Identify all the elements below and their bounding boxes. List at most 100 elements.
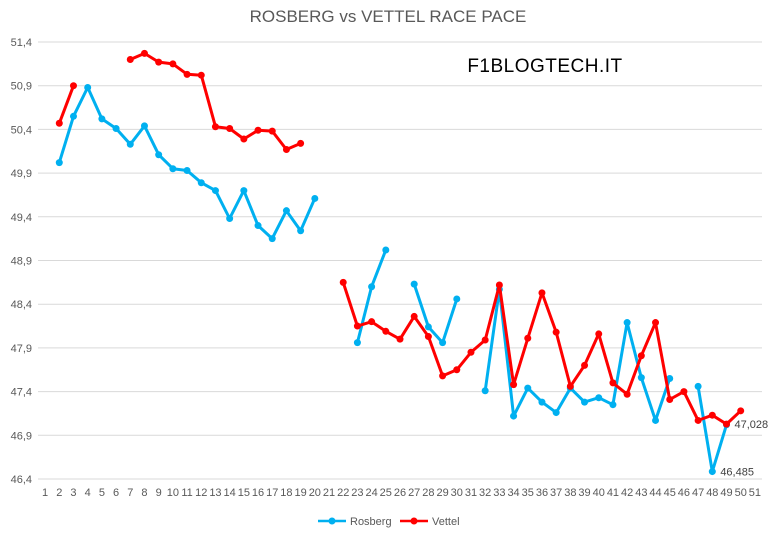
x-tick-label: 50 <box>735 487 747 499</box>
x-tick-label: 40 <box>593 487 605 499</box>
data-point-vettel <box>623 390 631 398</box>
data-point-rosberg <box>439 339 447 347</box>
x-tick-label: 33 <box>493 487 505 499</box>
data-point-vettel <box>353 322 361 330</box>
data-point-vettel <box>424 333 432 341</box>
data-point-vettel <box>169 60 177 68</box>
data-point-rosberg <box>481 387 489 395</box>
watermark-text: F1BLOGTECH.IT <box>467 56 622 77</box>
y-tick-label: 46,9 <box>11 430 32 442</box>
legend-marker-rosberg <box>328 517 336 525</box>
data-point-vettel <box>666 395 674 403</box>
data-point-vettel <box>581 361 589 369</box>
data-point-vettel <box>297 139 305 147</box>
data-point-rosberg <box>84 83 92 91</box>
data-point-vettel <box>566 382 574 390</box>
x-tick-label: 32 <box>479 487 491 499</box>
x-tick-label: 39 <box>578 487 590 499</box>
data-point-vettel <box>382 327 390 335</box>
x-tick-label: 24 <box>365 487 377 499</box>
data-point-rosberg <box>382 246 390 254</box>
data-point-rosberg <box>708 468 716 476</box>
x-tick-label: 9 <box>156 487 162 499</box>
legend-label-vettel: Vettel <box>432 516 460 528</box>
data-point-vettel <box>495 281 503 289</box>
x-tick-label: 31 <box>465 487 477 499</box>
data-point-rosberg <box>169 165 177 173</box>
x-tick-label: 4 <box>85 487 91 499</box>
x-tick-label: 43 <box>635 487 647 499</box>
x-tick-label: 2 <box>56 487 62 499</box>
x-tick-label: 34 <box>507 487 519 499</box>
data-point-rosberg <box>424 323 432 331</box>
data-point-vettel <box>637 352 645 360</box>
x-tick-label: 46 <box>678 487 690 499</box>
x-tick-label: 36 <box>536 487 548 499</box>
series-line-rosberg <box>57 85 317 241</box>
x-tick-label: 47 <box>692 487 704 499</box>
series-line-vettel <box>129 51 302 151</box>
data-point-vettel <box>723 420 731 428</box>
x-tick-label: 48 <box>706 487 718 499</box>
y-tick-label: 47,4 <box>11 387 32 399</box>
data-point-vettel <box>69 82 77 90</box>
x-tick-label: 11 <box>181 487 192 499</box>
legend-label-rosberg: Rosberg <box>350 516 392 528</box>
y-tick-label: 48,4 <box>11 299 32 311</box>
data-point-rosberg <box>609 401 617 409</box>
legend-marker-vettel <box>410 517 418 525</box>
x-tick-label: 19 <box>295 487 307 499</box>
data-point-vettel <box>183 70 191 78</box>
data-point-vettel <box>708 411 716 419</box>
x-tick-label: 22 <box>337 487 349 499</box>
data-point-rosberg <box>297 227 305 235</box>
data-labels: 46,485 47,028 <box>720 419 768 478</box>
data-point-rosberg <box>98 115 106 123</box>
data-point-vettel <box>368 318 376 326</box>
data-point-rosberg <box>637 374 645 382</box>
y-tick-label: 50,9 <box>11 81 32 93</box>
grid-lines <box>38 41 762 480</box>
data-point-rosberg <box>353 339 361 347</box>
x-tick-label: 16 <box>252 487 264 499</box>
data-point-vettel <box>652 319 660 327</box>
data-point-vettel <box>240 135 248 143</box>
data-point-rosberg <box>254 222 262 230</box>
y-tick-label: 49,9 <box>11 168 32 180</box>
data-point-rosberg <box>666 374 674 382</box>
data-point-vettel <box>694 416 702 424</box>
data-point-rosberg <box>211 187 219 195</box>
x-tick-label: 5 <box>99 487 105 499</box>
x-tick-label: 6 <box>113 487 119 499</box>
data-point-rosberg <box>197 179 205 187</box>
data-point-rosberg <box>410 280 418 288</box>
data-point-vettel <box>609 379 617 387</box>
data-point-vettel <box>595 330 603 338</box>
y-axis-ticks: 51,4 50,9 50,4 49,9 49,4 48,9 48,4 47,9 47,4 46,9… <box>11 37 32 486</box>
data-point-rosberg <box>155 151 163 159</box>
series-line-rosberg <box>696 386 728 474</box>
x-tick-label: 42 <box>621 487 633 499</box>
data-point-rosberg <box>524 384 532 392</box>
x-tick-label: 44 <box>649 487 661 499</box>
data-point-vettel <box>510 381 518 389</box>
data-point-rosberg <box>694 382 702 390</box>
series-line-rosberg <box>412 283 459 345</box>
data-point-rosberg <box>183 166 191 174</box>
data-point-vettel <box>211 123 219 131</box>
data-point-vettel <box>254 126 262 134</box>
data-point-rosberg <box>268 235 276 243</box>
x-tick-label: 3 <box>70 487 76 499</box>
data-point-rosberg <box>595 394 603 402</box>
data-point-vettel <box>680 388 688 396</box>
x-tick-label: 30 <box>451 487 463 499</box>
data-point-rosberg <box>581 398 589 406</box>
data-point-rosberg <box>311 194 319 202</box>
x-tick-label: 38 <box>564 487 576 499</box>
x-tick-label: 26 <box>394 487 406 499</box>
data-point-rosberg <box>140 122 148 130</box>
y-tick-label: 50,4 <box>11 124 32 136</box>
data-point-vettel <box>467 348 475 356</box>
data-point-vettel <box>410 312 418 320</box>
